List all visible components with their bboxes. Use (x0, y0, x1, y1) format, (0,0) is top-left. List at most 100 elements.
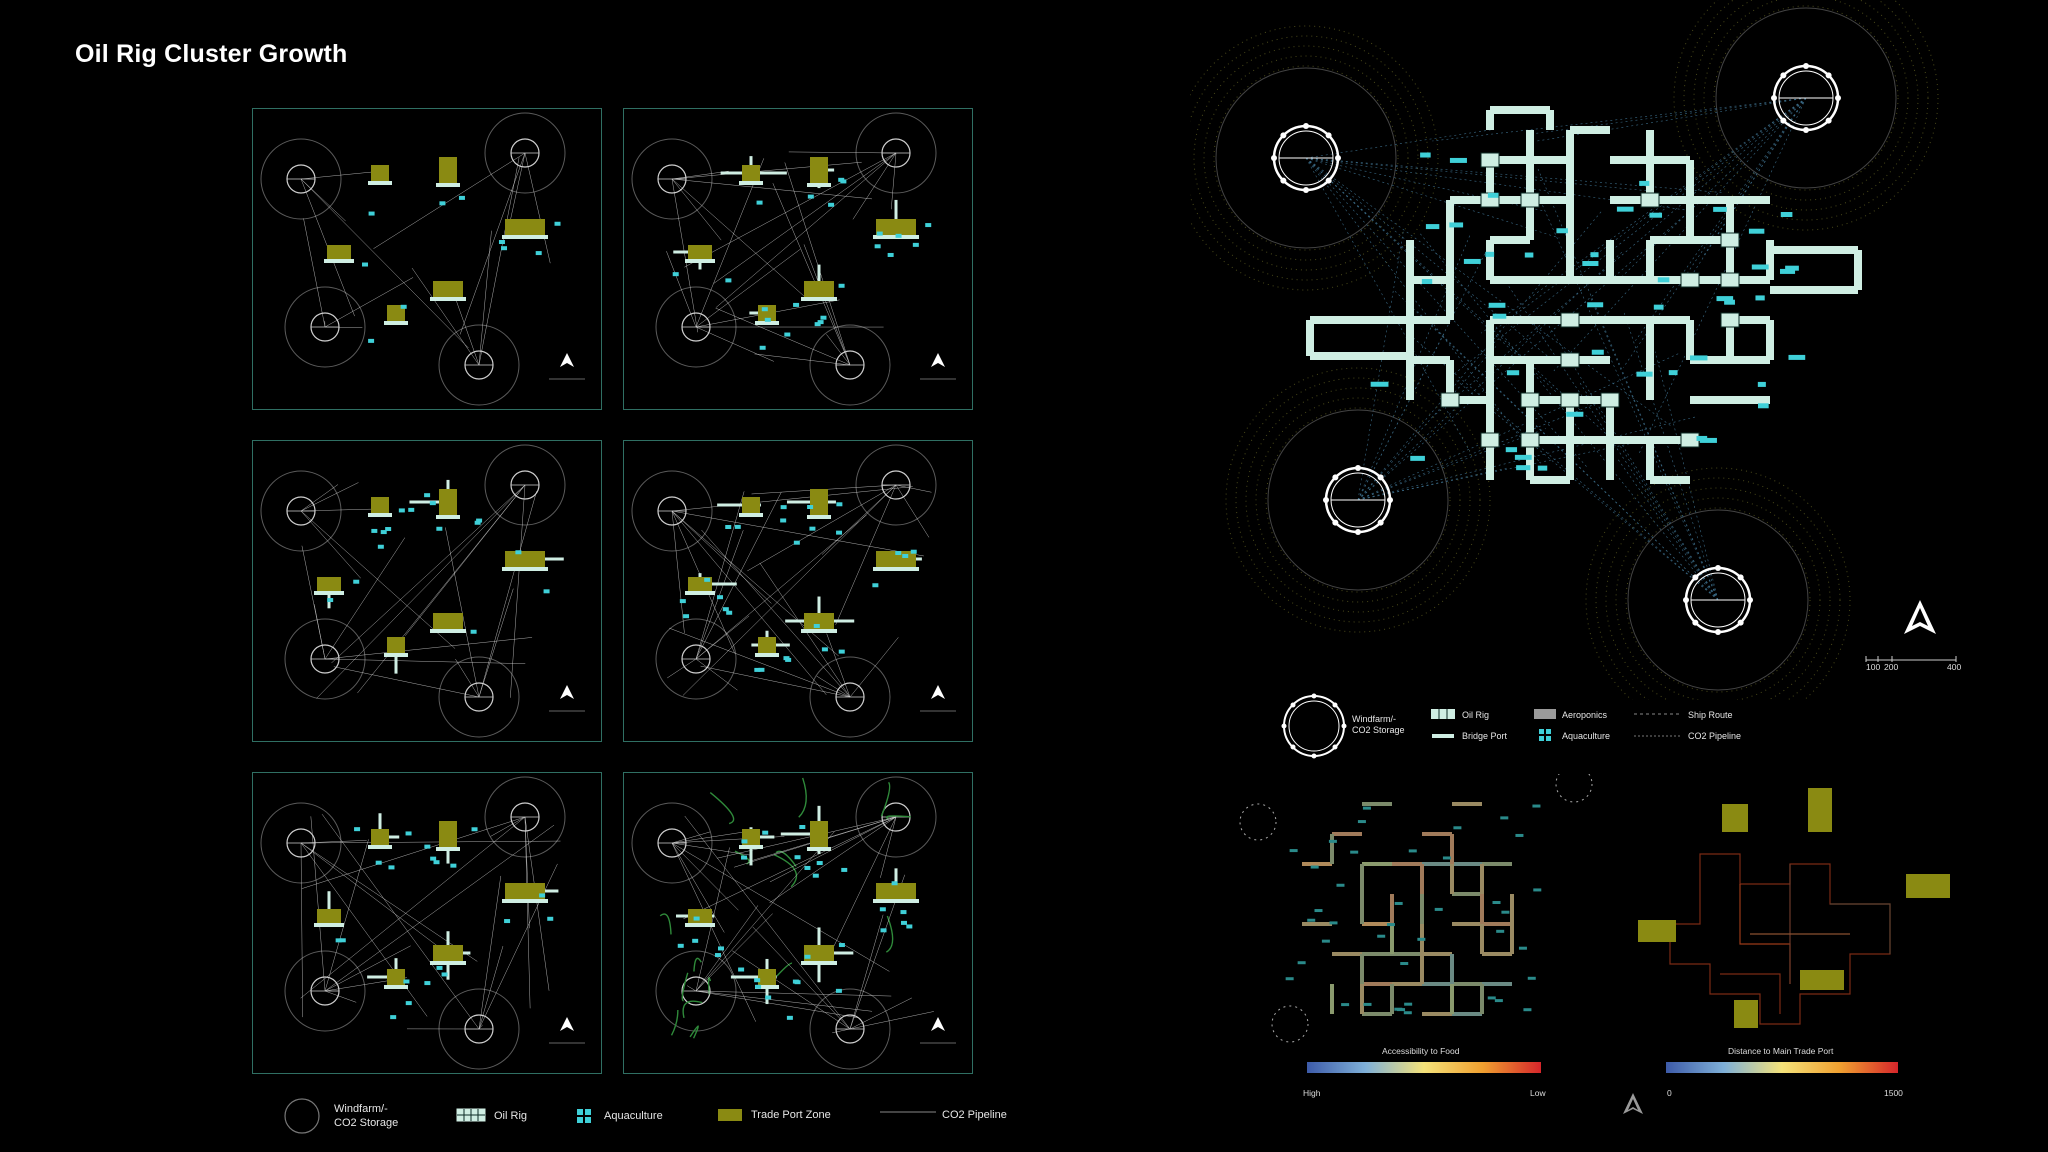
aquaculture (765, 995, 772, 1000)
co2-pipeline (478, 157, 520, 366)
bridge-port (894, 868, 898, 891)
food-aquaculture (1518, 946, 1527, 950)
scale-label-400: 400 (1947, 662, 1962, 672)
food-bridge (1362, 982, 1392, 986)
aquaculture (1751, 264, 1769, 270)
trade-port-zone (758, 637, 776, 653)
bridge-port (1726, 240, 1734, 280)
co2-pipeline (1357, 346, 1496, 501)
co2-pipeline (1305, 157, 1554, 362)
ship-route (1605, 487, 1831, 700)
growth-panel-5 (252, 772, 602, 1074)
food-aquaculture (1533, 888, 1542, 892)
bridge-port (1410, 356, 1450, 364)
co2-pipeline (1553, 97, 1807, 372)
co2-pipeline (671, 510, 685, 633)
co2-pipeline (324, 824, 555, 992)
food-aquaculture (1341, 1003, 1350, 1007)
legend-right-bridge-port: Bridge Port (1462, 731, 1508, 741)
oil-rig (436, 847, 460, 851)
bridge-port (1650, 476, 1690, 484)
co2-pipeline (313, 604, 326, 660)
aquaculture (1449, 157, 1467, 163)
aquaculture (761, 307, 768, 312)
co2-pipeline (331, 484, 526, 664)
aquaculture (1757, 381, 1766, 387)
oil-rig (436, 183, 460, 187)
trade-port-zone (433, 945, 463, 961)
co2-pipeline (695, 158, 765, 328)
aquaculture (756, 200, 763, 205)
oil-rig (685, 591, 715, 595)
aquaculture (1421, 279, 1433, 285)
bridge-port (1650, 156, 1690, 164)
oil-rig (502, 899, 548, 903)
ship-route (1713, 5, 1899, 191)
ship-route-green (775, 850, 797, 867)
aquaculture (718, 946, 725, 951)
bridge-port (1566, 160, 1574, 200)
bridge-port (1766, 320, 1774, 360)
aquaculture (838, 177, 845, 182)
bridge-port (446, 931, 450, 953)
food-high-label: High (1303, 1088, 1321, 1098)
turbine (1377, 519, 1384, 526)
ship-route-green (681, 972, 689, 1002)
oil-rig (1640, 192, 1660, 208)
co2-pipeline (671, 510, 772, 604)
aquaculture (880, 928, 887, 933)
co2-pipeline (772, 183, 851, 366)
trade-min-label: 0 (1667, 1088, 1672, 1098)
aquaculture (1506, 370, 1520, 376)
co2-pipeline (524, 816, 531, 1009)
legend-right-windfarm-line1: Windfarm/- (1352, 714, 1397, 724)
bridge-port (327, 584, 331, 609)
ship-route-green (885, 915, 894, 953)
bridge-port (1686, 200, 1694, 240)
legend-right-bridge-port-icon (1432, 734, 1454, 738)
aquaculture-swatch-icon (577, 1109, 591, 1123)
bridge-port (720, 171, 751, 175)
aquaculture (1370, 381, 1389, 387)
aquaculture (836, 502, 843, 507)
co2-pipeline (1635, 97, 1807, 341)
aquaculture (785, 657, 792, 662)
growth-panel-3 (252, 440, 602, 742)
food-bridge (1480, 984, 1484, 1014)
bridge-port (1686, 320, 1694, 360)
aquaculture (758, 667, 765, 672)
co2-pipeline (895, 484, 932, 493)
bridge-port (1406, 320, 1414, 360)
aquaculture (816, 861, 823, 866)
growth-panel-1 (252, 108, 602, 410)
pipeline-line-icon (880, 1111, 936, 1113)
windfarm-outer-ring (655, 618, 737, 700)
ship-route (1190, 25, 1439, 291)
food-aquaculture (1515, 833, 1524, 837)
legend-trade-port-label: Trade Port Zone (751, 1109, 831, 1121)
aquaculture (738, 967, 745, 972)
aquaculture (1537, 465, 1548, 471)
aquaculture (755, 984, 762, 989)
bridge-port (751, 835, 775, 839)
bridge-port (1766, 240, 1774, 280)
aquaculture (804, 954, 811, 959)
co2-pipeline (701, 529, 851, 698)
ship-route-green (880, 781, 891, 817)
growth-panel-2-drawing (631, 112, 956, 406)
aquaculture (1696, 435, 1708, 441)
food-bridge (1362, 802, 1392, 806)
aquaculture (906, 924, 913, 929)
food-bridge (1360, 954, 1364, 984)
turbine (1715, 565, 1721, 571)
aquaculture (1516, 465, 1531, 471)
bridge-port (1446, 200, 1454, 240)
aquaculture (887, 252, 894, 257)
oil-rig (755, 321, 779, 325)
food-bridge (1422, 832, 1452, 836)
co2-pipeline (324, 637, 533, 660)
bridge-port (1530, 316, 1570, 324)
co2-pipeline (300, 816, 526, 999)
bridge-port (1530, 356, 1570, 364)
food-gradient-bar (1307, 1062, 1541, 1073)
